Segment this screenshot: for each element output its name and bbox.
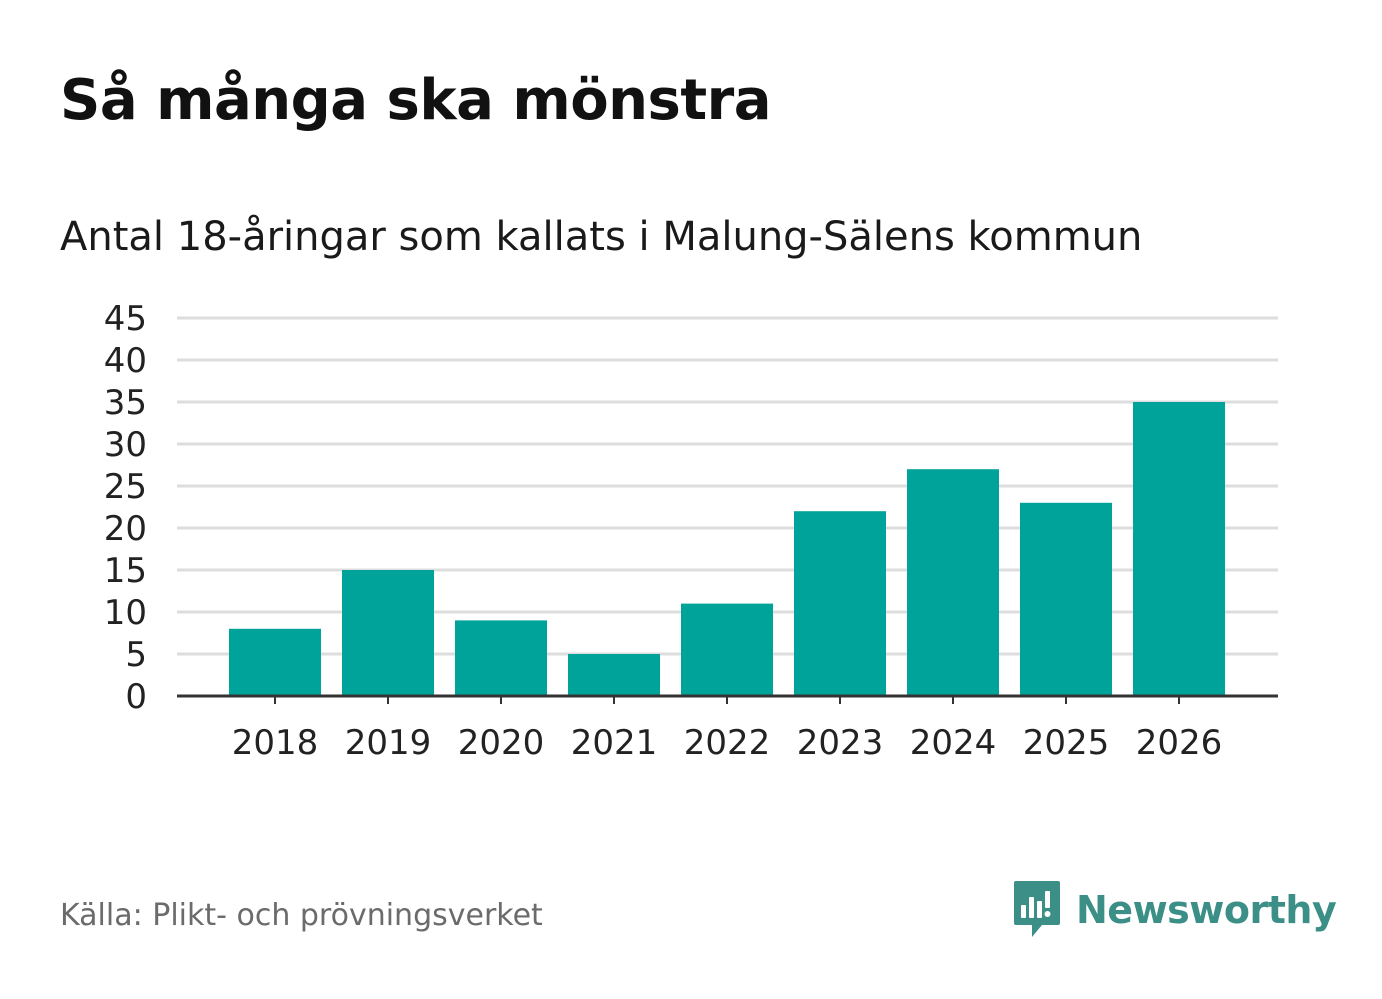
chart-subtitle: Antal 18-åringar som kallats i Malung-Sä…: [60, 214, 1143, 260]
bar-2021: [568, 654, 660, 696]
bar-2023: [794, 511, 886, 696]
bar-2025: [1020, 502, 1112, 696]
y-tick-label: 25: [104, 467, 147, 507]
x-tick-label: 2026: [1136, 723, 1223, 763]
bar-2026: [1133, 402, 1225, 696]
bar-2018: [229, 628, 321, 696]
x-tick-label: 2020: [458, 723, 545, 763]
y-tick-label: 40: [104, 341, 147, 381]
x-tick-label: 2023: [797, 723, 884, 763]
chart-title: Så många ska mönstra: [60, 68, 772, 133]
bar-2022: [681, 603, 773, 696]
source-note: Källa: Plikt- och prövningsverket: [60, 898, 543, 933]
x-tick-label: 2021: [571, 723, 658, 763]
y-tick-label: 5: [125, 635, 147, 675]
y-tick-label: 0: [125, 677, 147, 717]
bar-2019: [342, 570, 434, 696]
bar-2020: [455, 620, 547, 696]
y-tick-label: 30: [104, 425, 147, 465]
y-tick-label: 45: [104, 299, 147, 339]
brand: Newsworthy: [1012, 878, 1337, 942]
x-tick-label: 2019: [345, 723, 432, 763]
x-tick-label: 2024: [910, 723, 997, 763]
x-tick-label: 2022: [684, 723, 771, 763]
x-tick-label: 2025: [1023, 723, 1110, 763]
newsworthy-logo-icon: [1014, 881, 1060, 937]
y-tick-label: 10: [104, 593, 147, 633]
y-tick-label: 35: [104, 383, 147, 423]
y-tick-label: 20: [104, 509, 147, 549]
brand-name: Newsworthy: [1076, 888, 1337, 932]
y-tick-label: 15: [104, 551, 147, 591]
bar-2024: [907, 469, 999, 696]
x-tick-label: 2018: [232, 723, 319, 763]
